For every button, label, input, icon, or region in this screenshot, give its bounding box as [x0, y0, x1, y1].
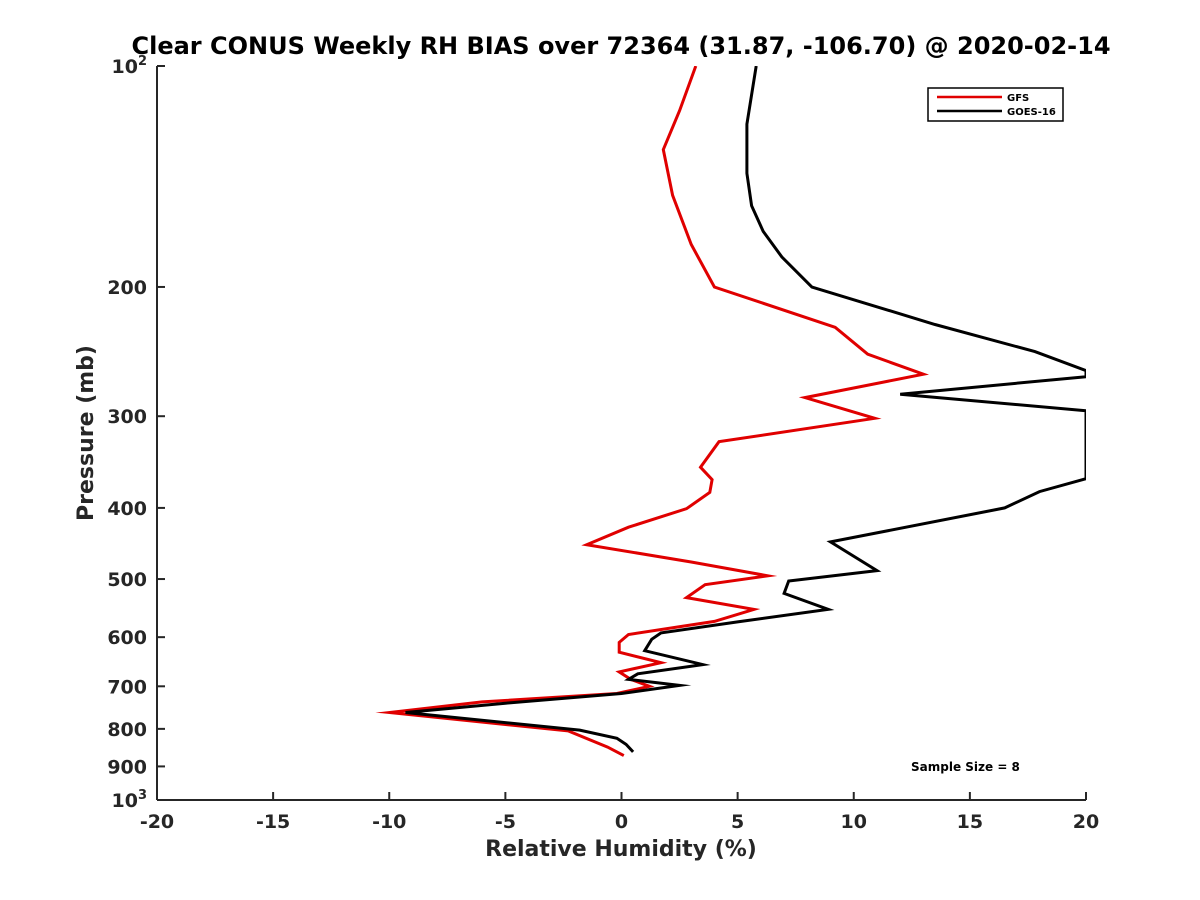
- series-layer: [375, 66, 1086, 757]
- x-tick-label: 0: [615, 811, 628, 833]
- y-tick-label: 900: [107, 756, 147, 778]
- y-tick-label: 800: [107, 719, 147, 741]
- x-axis-label: Relative Humidity (%): [485, 837, 757, 862]
- x-tick-label: -15: [256, 811, 290, 833]
- y-tick-label: 700: [107, 676, 147, 698]
- x-tick-label: 15: [957, 811, 983, 833]
- y-axis-label: Pressure (mb): [74, 345, 99, 521]
- x-tick-label: -5: [495, 811, 516, 833]
- x-tick-label: 5: [731, 811, 744, 833]
- chart-title: Clear CONUS Weekly RH BIAS over 72364 (3…: [131, 32, 1110, 60]
- y-tick-label: 200: [107, 277, 147, 299]
- y-tick-label: 400: [107, 498, 147, 520]
- x-tick-label: 10: [841, 811, 867, 833]
- series-line-goes16: [405, 66, 1086, 753]
- sample-size-annotation: Sample Size = 8: [911, 760, 1020, 774]
- legend: GFS GOES-16: [927, 87, 1064, 122]
- y-tick-label: 102: [112, 54, 148, 78]
- x-tick-label: -20: [140, 811, 174, 833]
- x-tick-label: 20: [1073, 811, 1099, 833]
- y-tick-label: 500: [107, 569, 147, 591]
- x-ticks: -20 -15 -10 -5 0 5 10 15 20: [140, 792, 1099, 833]
- legend-box: [927, 87, 1064, 122]
- series-line-gfs: [375, 66, 930, 757]
- legend-label-gfs: GFS: [1007, 93, 1029, 104]
- y-tick-label: 600: [107, 627, 147, 649]
- x-tick-label: -10: [372, 811, 406, 833]
- y-tick-label: 300: [107, 406, 147, 428]
- legend-label-goes16: GOES-16: [1007, 107, 1056, 118]
- y-tick-label: 103: [112, 788, 148, 812]
- y-ticks: 102 200 300 400 500 600 700 800 900 103: [107, 54, 165, 812]
